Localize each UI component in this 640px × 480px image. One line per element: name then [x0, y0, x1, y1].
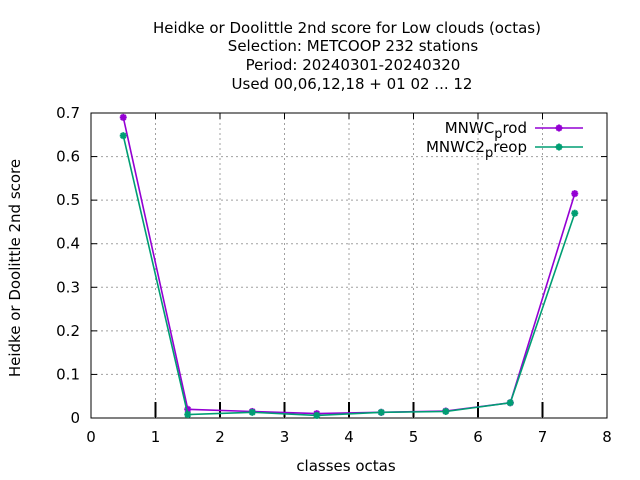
data-point	[119, 132, 127, 140]
legend-item-1: MNWCprod	[445, 119, 583, 142]
x-axis-label: classes octas	[296, 457, 396, 475]
x-tick-label: 1	[151, 428, 161, 446]
title-line-3: Period: 20240301-20240320	[246, 56, 461, 74]
series-line	[122, 135, 576, 417]
x-tick-label: 5	[409, 428, 419, 446]
point-d2	[120, 132, 127, 139]
point-d2	[507, 399, 514, 406]
x-tick-label: 7	[538, 428, 548, 446]
x-tick-label: 0	[86, 428, 96, 446]
title-line-1: Heidke or Doolittle 2nd score for Low cl…	[153, 19, 541, 37]
data-point	[555, 124, 563, 132]
data-point	[571, 209, 579, 217]
plot-frame	[90, 112, 608, 419]
data-point	[506, 399, 514, 407]
x-tick-label: 4	[344, 428, 354, 446]
point-d2	[120, 114, 127, 121]
title-line-2: Selection: METCOOP 232 stations	[228, 37, 479, 55]
series-2	[119, 132, 579, 419]
y-tick-label: 0	[70, 409, 80, 427]
point-d2	[555, 143, 563, 151]
point-d2	[571, 190, 578, 197]
y-tick-label: 0.3	[56, 278, 80, 296]
point-d2	[378, 409, 385, 416]
x-tick-label: 8	[602, 428, 612, 446]
axes: 0 1 2 3 4 5 6 7 8 0 0.1 0.2 0.3 0.4 0.5 0.6 0.7	[56, 104, 612, 446]
x-tick-label: 6	[473, 428, 483, 446]
y-tick-label: 0.7	[56, 104, 80, 122]
point-d2	[555, 124, 563, 132]
point-d2	[249, 409, 256, 416]
series	[119, 113, 579, 419]
point-d2	[184, 411, 191, 418]
y-tick-label: 0.2	[56, 322, 80, 340]
point-d2	[571, 210, 578, 217]
data-point	[313, 411, 321, 419]
legend-label: MNWCprod	[445, 119, 527, 142]
data-point	[119, 113, 127, 121]
data-point	[571, 190, 579, 198]
legend-item-2: MNWC2preop	[426, 138, 583, 161]
legend-label: MNWC2preop	[426, 138, 527, 161]
data-point	[442, 407, 450, 415]
data-point	[377, 408, 385, 416]
data-point	[248, 408, 256, 416]
y-tick-label: 0.6	[56, 148, 80, 166]
data-point	[555, 143, 563, 151]
x-tick-label: 2	[215, 428, 225, 446]
grid	[91, 113, 607, 418]
y-tick-label: 0.4	[56, 235, 80, 253]
x-tick-label: 3	[280, 428, 290, 446]
title-line-4: Used 00,06,12,18 + 01 02 ... 12	[232, 75, 473, 93]
point-d2	[442, 408, 449, 415]
y-tick-label: 0.1	[56, 365, 80, 383]
point-d2	[313, 412, 320, 419]
chart-title: Heidke or Doolittle 2nd score for Low cl…	[153, 19, 541, 93]
point-d2	[184, 406, 191, 413]
y-axis-label: Heidke or Doolittle 2nd score	[6, 159, 24, 377]
data-point	[184, 411, 192, 419]
y-tick-label: 0.5	[56, 191, 80, 209]
